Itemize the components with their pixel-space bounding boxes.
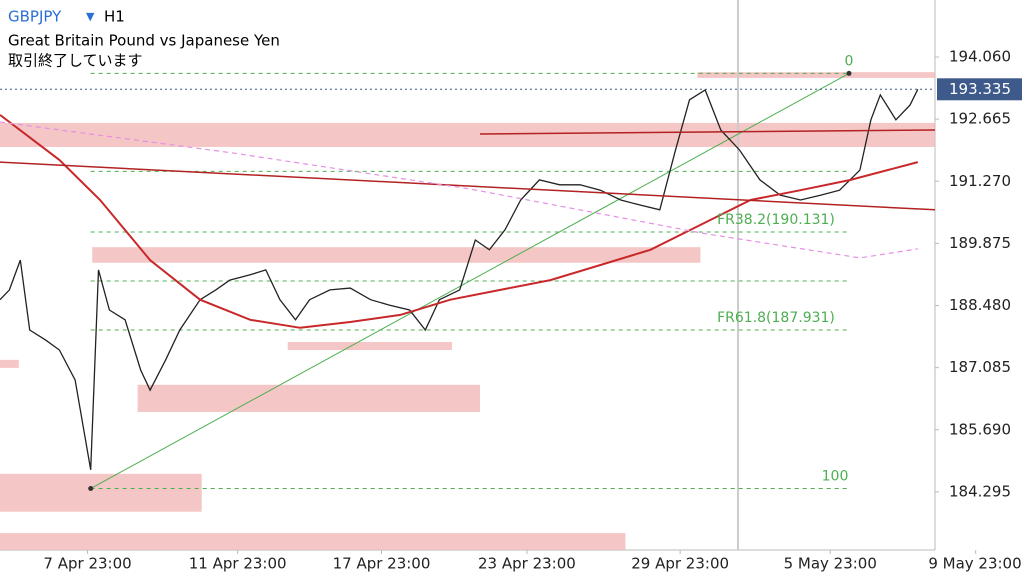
fib-label: 100 bbox=[822, 469, 849, 485]
y-tick-label: 191.270 bbox=[949, 172, 1011, 190]
fib-label: FR38.2(190.131) bbox=[717, 212, 835, 228]
moving-average bbox=[0, 161, 936, 211]
symbol[interactable]: GBPJPY bbox=[8, 8, 62, 26]
y-tick-label: 189.875 bbox=[949, 234, 1011, 252]
price-zone bbox=[137, 384, 481, 412]
y-tick-label: 194.060 bbox=[949, 48, 1011, 66]
y-tick-label: 188.480 bbox=[949, 296, 1011, 314]
x-tick-label: 7 Apr 23:00 bbox=[43, 555, 131, 573]
x-tick-label: 17 Apr 23:00 bbox=[333, 555, 431, 573]
price-zone bbox=[0, 473, 202, 512]
fib-trendline bbox=[90, 72, 850, 489]
price-zone bbox=[0, 533, 626, 550]
fib-anchor bbox=[846, 70, 852, 76]
plot-area bbox=[0, 0, 936, 550]
price-zone bbox=[0, 122, 935, 147]
current-price-box bbox=[937, 78, 1022, 101]
market-status: 取引終了しています bbox=[8, 52, 143, 70]
current-price-label: 193.335 bbox=[949, 80, 1011, 98]
timeframe[interactable]: H1 bbox=[104, 8, 125, 26]
x-tick-label: 5 May 23:00 bbox=[784, 555, 877, 573]
instrument-name: Great Britain Pound vs Japanese Yen bbox=[8, 32, 280, 50]
y-tick-label: 187.085 bbox=[949, 358, 1011, 376]
price-zone bbox=[287, 342, 452, 351]
x-tick-label: 29 Apr 23:00 bbox=[631, 555, 729, 573]
fib-anchor bbox=[88, 486, 94, 492]
price-zone bbox=[697, 72, 935, 78]
y-tick-label: 184.295 bbox=[949, 482, 1011, 500]
x-tick-label: 11 Apr 23:00 bbox=[189, 555, 287, 573]
moving-average bbox=[479, 129, 936, 135]
x-tick-label: 9 May 23:00 bbox=[928, 555, 1021, 573]
x-tick-label: 23 Apr 23:00 bbox=[478, 555, 576, 573]
price-zone bbox=[92, 247, 701, 263]
price-line bbox=[0, 89, 919, 470]
price-zone bbox=[0, 359, 19, 368]
y-tick-label: 185.690 bbox=[949, 420, 1011, 438]
fib-label: 0 bbox=[845, 53, 854, 69]
fib-label: FR61.8(187.931) bbox=[717, 310, 835, 326]
dropdown-icon[interactable]: ▼ bbox=[86, 10, 95, 23]
y-tick-label: 192.665 bbox=[949, 110, 1011, 128]
